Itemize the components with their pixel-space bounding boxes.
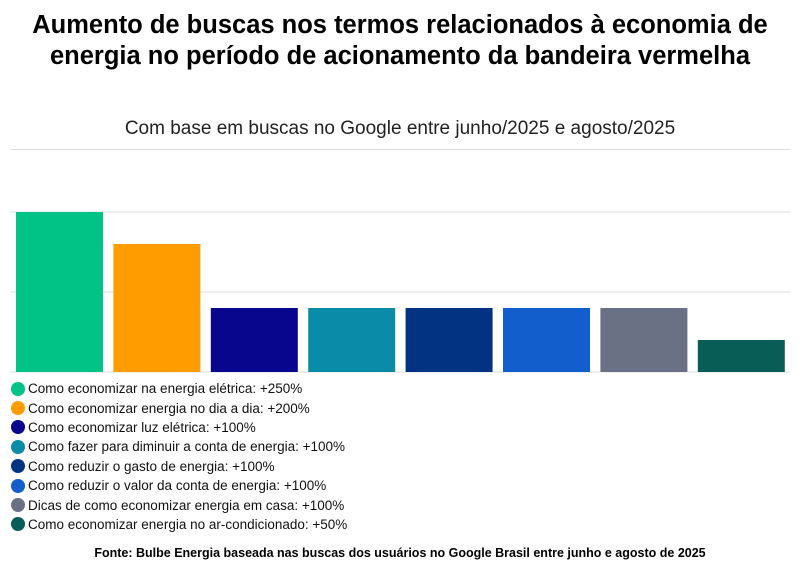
legend-item: Como economizar energia no dia a dia: +2… bbox=[11, 398, 347, 417]
bar-6 bbox=[503, 308, 590, 372]
header-divider bbox=[11, 149, 790, 150]
legend-label: Como economizar na energia elétrica: +25… bbox=[28, 381, 303, 397]
chart-subtitle: Com base em buscas no Google entre junho… bbox=[124, 118, 676, 139]
legend-label: Como economizar energia no ar-condiciona… bbox=[28, 516, 348, 532]
legend-item: Como reduzir o gasto de energia: +100% bbox=[11, 457, 347, 476]
legend-swatch bbox=[11, 459, 25, 474]
legend-swatch bbox=[11, 498, 25, 513]
legend-item: Como fazer para diminuir a conta de ener… bbox=[11, 437, 347, 456]
legend-label: Dicas de como economizar energia em casa… bbox=[28, 497, 345, 513]
chart-title: Aumento de buscas nos termos relacionado… bbox=[32, 11, 768, 70]
legend-swatch bbox=[11, 420, 25, 435]
legend-swatch bbox=[11, 439, 25, 454]
legend-label: Como economizar energia no dia a dia: +2… bbox=[28, 400, 310, 416]
legend-item: Como economizar na energia elétrica: +25… bbox=[11, 379, 347, 398]
bar-3 bbox=[210, 308, 298, 372]
bar-1 bbox=[16, 212, 103, 372]
bar-5 bbox=[405, 308, 493, 372]
bar-2 bbox=[113, 244, 201, 372]
legend-label: Como economizar luz elétrica: +100% bbox=[28, 419, 256, 435]
legend-item: Como economizar luz elétrica: +100% bbox=[11, 418, 347, 437]
bar-8 bbox=[697, 340, 785, 372]
legend-swatch bbox=[11, 517, 25, 532]
bar-4 bbox=[308, 308, 396, 372]
legend-swatch bbox=[11, 381, 25, 396]
source-note: Fonte: Bulbe Energia baseada nas buscas … bbox=[94, 546, 706, 560]
bar-chart bbox=[11, 211, 790, 373]
bar-7 bbox=[600, 308, 688, 372]
legend-label: Como reduzir o valor da conta de energia… bbox=[28, 478, 327, 494]
legend-item: Dicas de como economizar energia em casa… bbox=[11, 495, 347, 514]
legend-label: Como fazer para diminuir a conta de ener… bbox=[28, 439, 346, 455]
legend-item: Como economizar energia no ar-condiciona… bbox=[11, 515, 347, 534]
legend-label: Como reduzir o gasto de energia: +100% bbox=[28, 458, 275, 474]
legend-item: Como reduzir o valor da conta de energia… bbox=[11, 476, 347, 495]
legend-swatch bbox=[11, 401, 25, 416]
legend: Como economizar na energia elétrica: +25… bbox=[11, 379, 347, 534]
legend-swatch bbox=[11, 478, 25, 493]
